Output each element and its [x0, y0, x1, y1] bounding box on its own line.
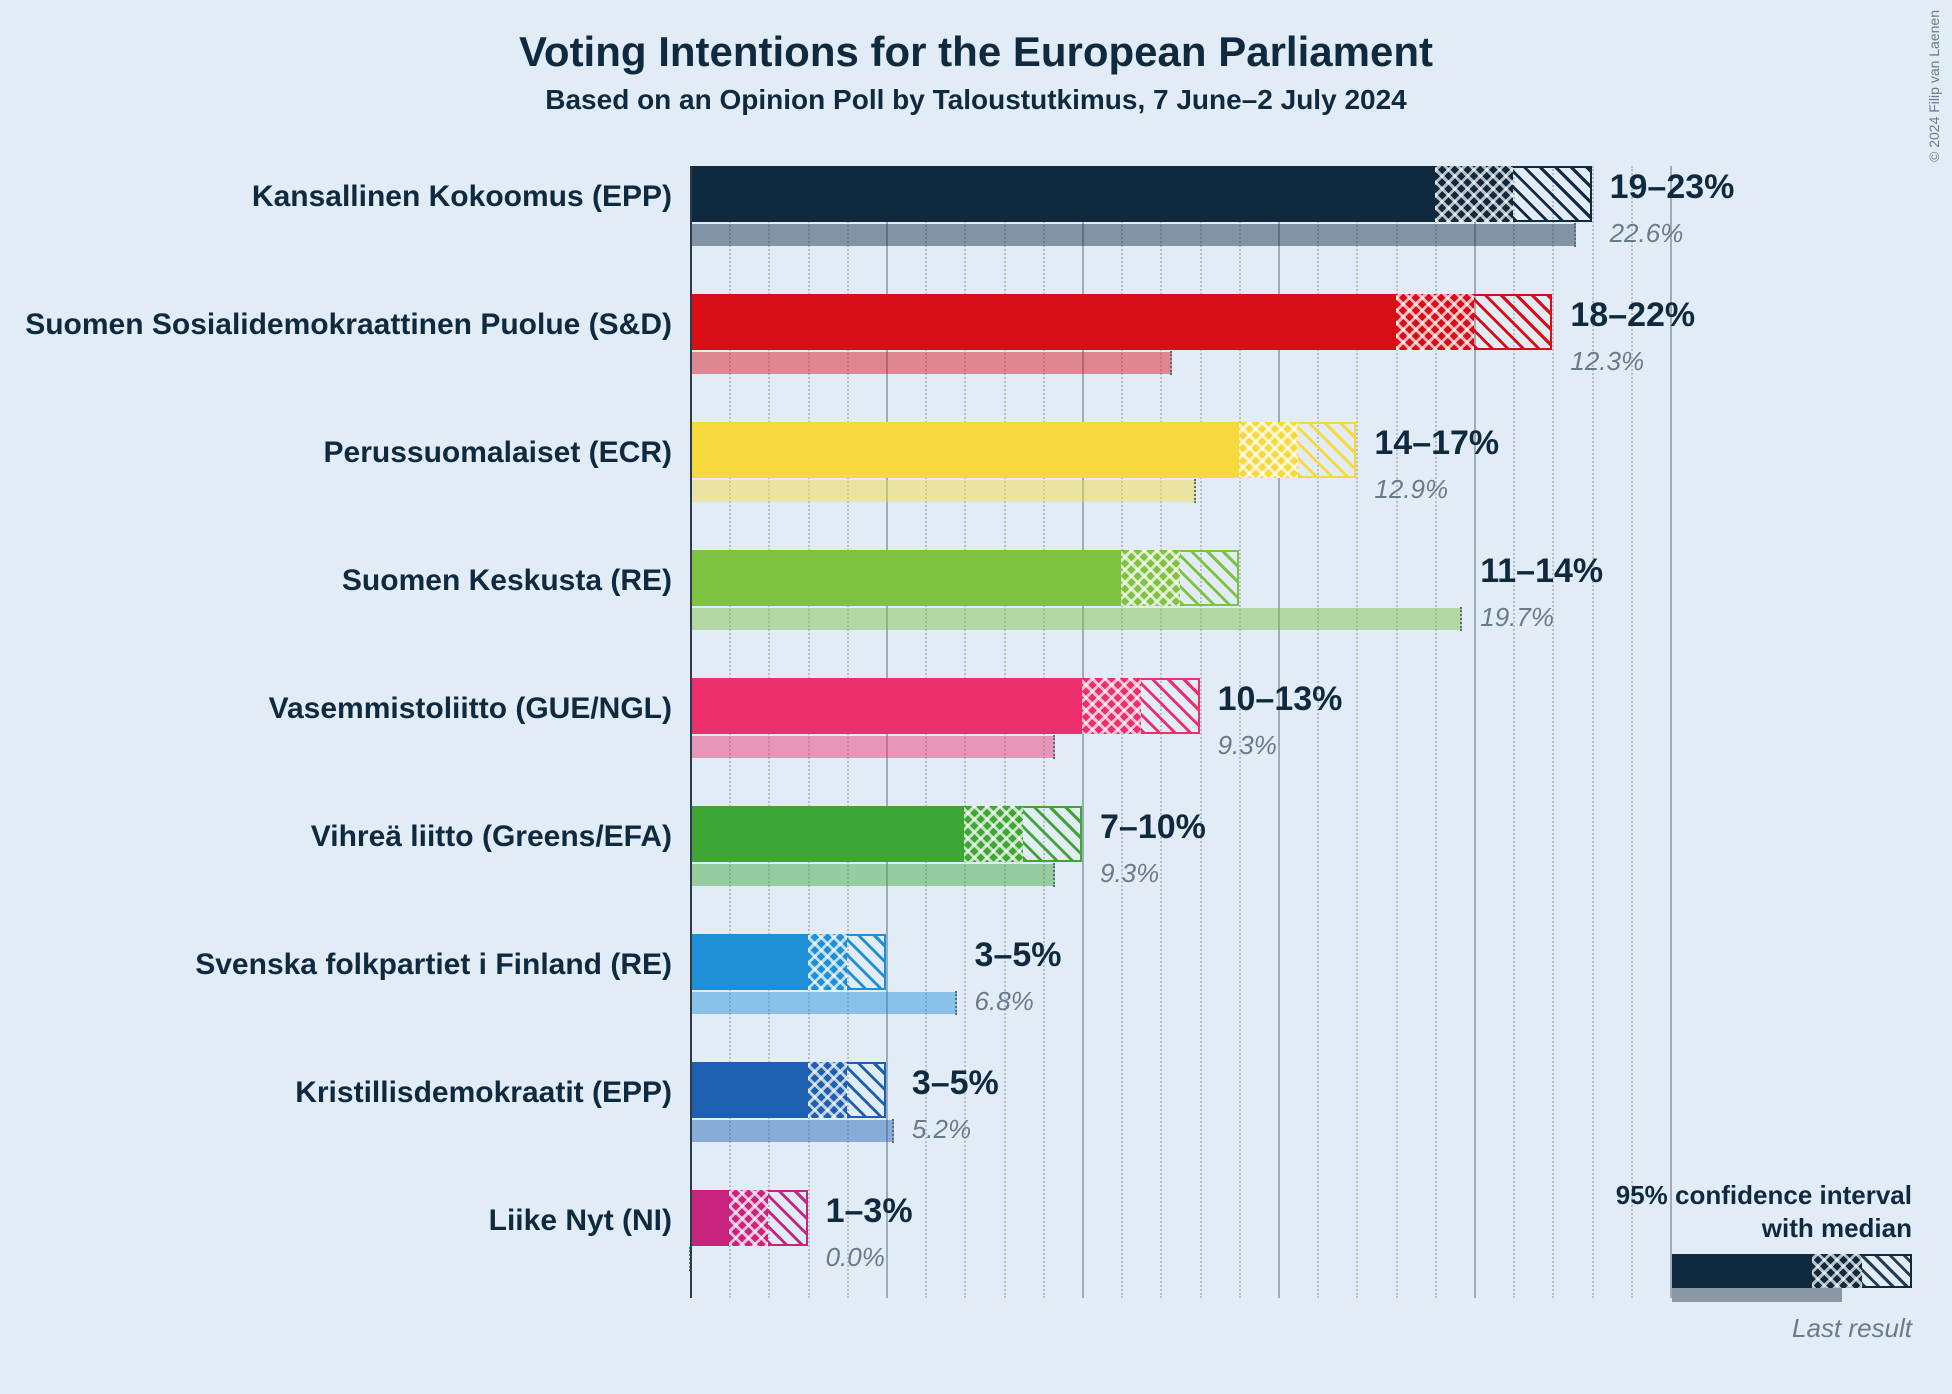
value-range: 18–22% [1570, 296, 1695, 335]
value-last: 5.2% [912, 1114, 971, 1145]
party-row: Kristillisdemokraatit (EPP)3–5%5.2% [690, 1056, 1670, 1184]
bar-solid [690, 166, 1435, 222]
bar-solid [690, 550, 1121, 606]
bar-solid [690, 294, 1396, 350]
value-last: 6.8% [975, 986, 1034, 1017]
party-label: Vasemmistoliitto (GUE/NGL) [269, 692, 672, 726]
bar-solid [690, 934, 808, 990]
bar-solid [690, 1062, 808, 1118]
bar-ci-upper [1180, 550, 1239, 606]
bar-last-outline [689, 223, 1576, 247]
bar-ci-lower [1082, 678, 1141, 734]
bar-last-outline [689, 479, 1196, 503]
party-row: Liike Nyt (NI)1–3%0.0% [690, 1184, 1670, 1312]
party-row: Perussuomalaiset (ECR)14–17%12.9% [690, 416, 1670, 544]
bar-ci-lower [808, 1062, 847, 1118]
party-label: Perussuomalaiset (ECR) [324, 436, 672, 470]
value-range: 10–13% [1218, 680, 1343, 719]
chart-title: Voting Intentions for the European Parli… [0, 0, 1952, 76]
party-label: Svenska folkpartiet i Finland (RE) [195, 948, 672, 982]
bar-ci-upper [847, 934, 886, 990]
party-row: Vihreä liitto (Greens/EFA)7–10%9.3% [690, 800, 1670, 928]
bar-ci-lower [729, 1190, 768, 1246]
bar-solid [690, 678, 1082, 734]
bar-solid [690, 422, 1239, 478]
bar-ci-upper [1513, 166, 1591, 222]
bar-ci-lower [1121, 550, 1180, 606]
party-row: Vasemmistoliitto (GUE/NGL)10–13%9.3% [690, 672, 1670, 800]
value-last: 19.7% [1480, 602, 1554, 633]
value-last: 0.0% [826, 1242, 885, 1273]
bar-ci-upper [768, 1190, 807, 1246]
value-range: 11–14% [1480, 552, 1603, 591]
bar-ci-lower [964, 806, 1023, 862]
party-label: Suomen Sosialidemokraattinen Puolue (S&D… [25, 308, 672, 342]
party-label: Vihreä liitto (Greens/EFA) [311, 820, 672, 854]
bar-ci-lower [1435, 166, 1513, 222]
value-range: 3–5% [912, 1064, 999, 1103]
legend-line2: with median [1616, 1212, 1912, 1245]
party-label: Suomen Keskusta (RE) [342, 564, 672, 598]
party-row: Svenska folkpartiet i Finland (RE)3–5%6.… [690, 928, 1670, 1056]
value-last: 22.6% [1610, 218, 1684, 249]
legend-swatch [1672, 1254, 1912, 1302]
legend-last-label: Last result [1616, 1313, 1912, 1344]
value-range: 3–5% [975, 936, 1062, 975]
bar-ci-lower [1396, 294, 1474, 350]
value-range: 7–10% [1100, 808, 1206, 847]
gridline-major [1670, 166, 1672, 1298]
party-row: Suomen Keskusta (RE)11–14%19.7% [690, 544, 1670, 672]
value-last: 9.3% [1218, 730, 1277, 761]
value-last: 12.9% [1374, 474, 1448, 505]
bar-last-outline [689, 735, 1055, 759]
value-last: 9.3% [1100, 858, 1159, 889]
bar-ci-lower [1239, 422, 1298, 478]
legend: 95% confidence interval with median Last… [1616, 1179, 1912, 1344]
value-range: 19–23% [1610, 168, 1735, 207]
party-label: Kristillisdemokraatit (EPP) [295, 1076, 672, 1110]
party-label: Kansallinen Kokoomus (EPP) [252, 180, 672, 214]
party-row: Suomen Sosialidemokraattinen Puolue (S&D… [690, 288, 1670, 416]
bar-last-outline [689, 607, 1462, 631]
chart-subtitle: Based on an Opinion Poll by Taloustutkim… [0, 76, 1952, 116]
legend-line1: 95% confidence interval [1616, 1179, 1912, 1212]
bar-ci-upper [1023, 806, 1082, 862]
bar-ci-upper [1474, 294, 1552, 350]
copyright-text: © 2024 Filip van Laenen [1926, 10, 1942, 162]
bar-last-outline [689, 863, 1055, 887]
value-range: 1–3% [826, 1192, 913, 1231]
bar-ci-lower [808, 934, 847, 990]
chart-plot-area: Kansallinen Kokoomus (EPP)19–23%22.6%Suo… [690, 160, 1670, 1340]
axis-baseline [690, 166, 692, 1298]
party-label: Liike Nyt (NI) [489, 1204, 672, 1238]
bar-last-outline [689, 991, 957, 1015]
value-last: 12.3% [1570, 346, 1644, 377]
value-range: 14–17% [1374, 424, 1499, 463]
party-row: Kansallinen Kokoomus (EPP)19–23%22.6% [690, 160, 1670, 288]
bar-ci-upper [1141, 678, 1200, 734]
bar-last-outline [689, 1119, 894, 1143]
bar-solid [690, 806, 964, 862]
bar-last-outline [689, 351, 1172, 375]
bar-solid [690, 1190, 729, 1246]
bar-ci-upper [1298, 422, 1357, 478]
bar-ci-upper [847, 1062, 886, 1118]
